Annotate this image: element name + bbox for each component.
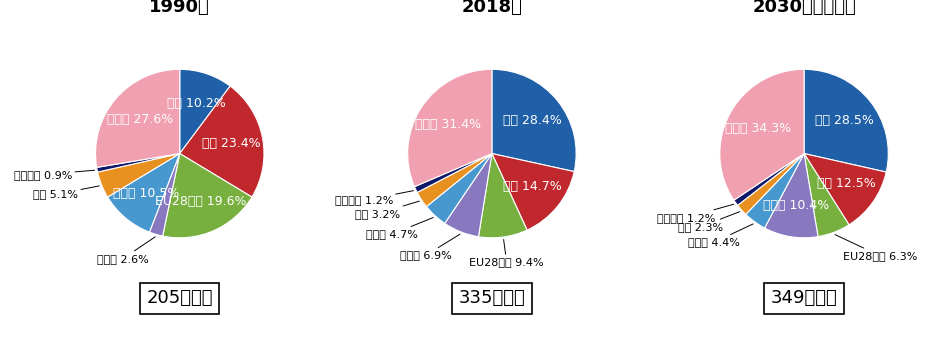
Text: 米国 14.7%: 米国 14.7% <box>504 180 562 193</box>
Text: 日本 2.3%: 日本 2.3% <box>677 212 740 232</box>
Text: ロシア 4.4%: ロシア 4.4% <box>688 224 753 247</box>
Wedge shape <box>720 69 804 200</box>
Wedge shape <box>734 154 804 205</box>
Text: 米国 23.4%: 米国 23.4% <box>201 137 260 150</box>
Wedge shape <box>180 86 264 197</box>
Wedge shape <box>804 69 888 172</box>
Text: インド 6.9%: インド 6.9% <box>400 234 460 261</box>
Wedge shape <box>414 154 492 192</box>
Text: 日本 3.2%: 日本 3.2% <box>355 201 419 219</box>
Wedge shape <box>746 154 804 228</box>
Wedge shape <box>479 154 527 238</box>
Text: 205億トン: 205億トン <box>146 289 213 307</box>
Title: 2030年（予測）: 2030年（予測） <box>752 0 856 16</box>
Text: EU28か国 19.6%: EU28か国 19.6% <box>155 195 246 208</box>
Text: ロシア 10.5%: ロシア 10.5% <box>113 187 180 200</box>
Text: インド 2.6%: インド 2.6% <box>97 237 155 264</box>
Wedge shape <box>804 154 849 237</box>
Wedge shape <box>107 154 180 232</box>
Text: その他 34.3%: その他 34.3% <box>725 122 791 136</box>
Text: 中国 28.5%: 中国 28.5% <box>815 114 874 127</box>
Text: EU28か国 6.3%: EU28か国 6.3% <box>835 235 918 261</box>
Title: 1990年: 1990年 <box>149 0 210 16</box>
Text: その他 31.4%: その他 31.4% <box>415 118 482 131</box>
Wedge shape <box>96 69 180 167</box>
Wedge shape <box>804 154 886 225</box>
Text: 日本 5.1%: 日本 5.1% <box>33 186 99 199</box>
Wedge shape <box>737 154 804 214</box>
Text: ブラジル 0.9%: ブラジル 0.9% <box>14 169 95 180</box>
Wedge shape <box>492 154 574 230</box>
Text: ブラジル 1.2%: ブラジル 1.2% <box>656 204 733 222</box>
Wedge shape <box>180 69 230 154</box>
Wedge shape <box>98 154 180 197</box>
Wedge shape <box>408 69 492 187</box>
Text: インド 10.4%: インド 10.4% <box>763 199 828 211</box>
Wedge shape <box>445 154 492 237</box>
Wedge shape <box>427 154 492 223</box>
Wedge shape <box>492 69 576 172</box>
Wedge shape <box>149 154 180 236</box>
Text: その他 27.6%: その他 27.6% <box>106 113 173 126</box>
Text: ロシア 4.7%: ロシア 4.7% <box>366 217 433 239</box>
Text: 335億トン: 335億トン <box>459 289 525 307</box>
Text: 中国 28.4%: 中国 28.4% <box>504 114 562 127</box>
Wedge shape <box>765 154 818 238</box>
Wedge shape <box>97 154 180 172</box>
Text: EU28か国 9.4%: EU28か国 9.4% <box>469 240 544 267</box>
Text: 中国 10.2%: 中国 10.2% <box>167 97 225 110</box>
Wedge shape <box>417 154 492 207</box>
Wedge shape <box>162 154 252 238</box>
Text: ブラジル 1.2%: ブラジル 1.2% <box>334 191 413 205</box>
Text: 米国 12.5%: 米国 12.5% <box>817 177 876 190</box>
Title: 2018年: 2018年 <box>462 0 522 16</box>
Text: 349億トン: 349億トン <box>770 289 838 307</box>
